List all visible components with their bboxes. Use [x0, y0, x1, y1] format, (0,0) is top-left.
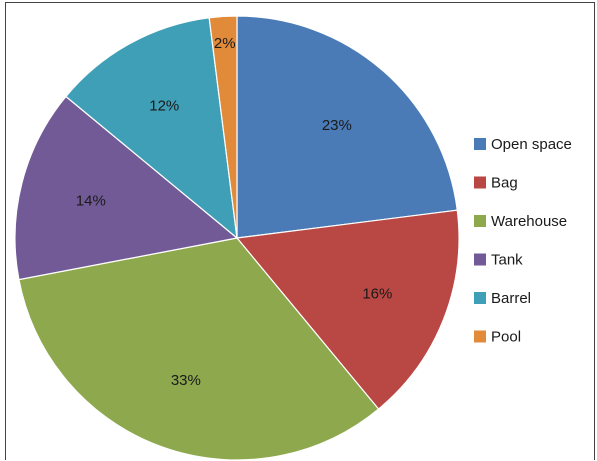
chart-frame	[5, 2, 595, 460]
slice-label-bag: 16%	[362, 286, 392, 303]
slice-label-barrel: 12%	[149, 98, 179, 115]
legend-swatch-bag	[474, 176, 486, 189]
legend-label-open-space: Open space	[491, 136, 572, 153]
legend-swatch-tank	[474, 253, 486, 266]
pie-slice-bag	[235, 209, 460, 410]
slice-label-warehouse: 33%	[171, 372, 201, 389]
legend: Open space Bag Warehouse Tank Barrel Pool	[474, 136, 572, 346]
slice-label-tank: 14%	[76, 192, 106, 209]
legend-swatch-barrel	[474, 292, 486, 304]
legend-label-tank: Tank	[491, 252, 523, 269]
pie-slice-tank	[14, 95, 239, 281]
pie-slice-open-space	[236, 15, 458, 239]
pie-slices	[14, 15, 460, 461]
legend-label-warehouse: Warehouse	[491, 213, 567, 230]
pie-slice-warehouse	[18, 237, 380, 461]
pie-slice-barrel	[65, 17, 238, 240]
pie-labels: 23% 16% 33% 14% 12% 2%	[76, 35, 393, 389]
legend-label-bag: Bag	[491, 175, 518, 192]
slice-label-pool: 2%	[214, 35, 236, 52]
legend-label-pool: Pool	[491, 329, 521, 346]
legend-swatch-warehouse	[474, 215, 486, 227]
pie-slice-pool	[208, 15, 238, 239]
legend-swatch-open-space	[474, 138, 486, 150]
legend-swatch-pool	[474, 330, 486, 343]
slice-label-open-space: 23%	[322, 117, 352, 134]
legend-label-barrel: Barrel	[491, 290, 531, 307]
